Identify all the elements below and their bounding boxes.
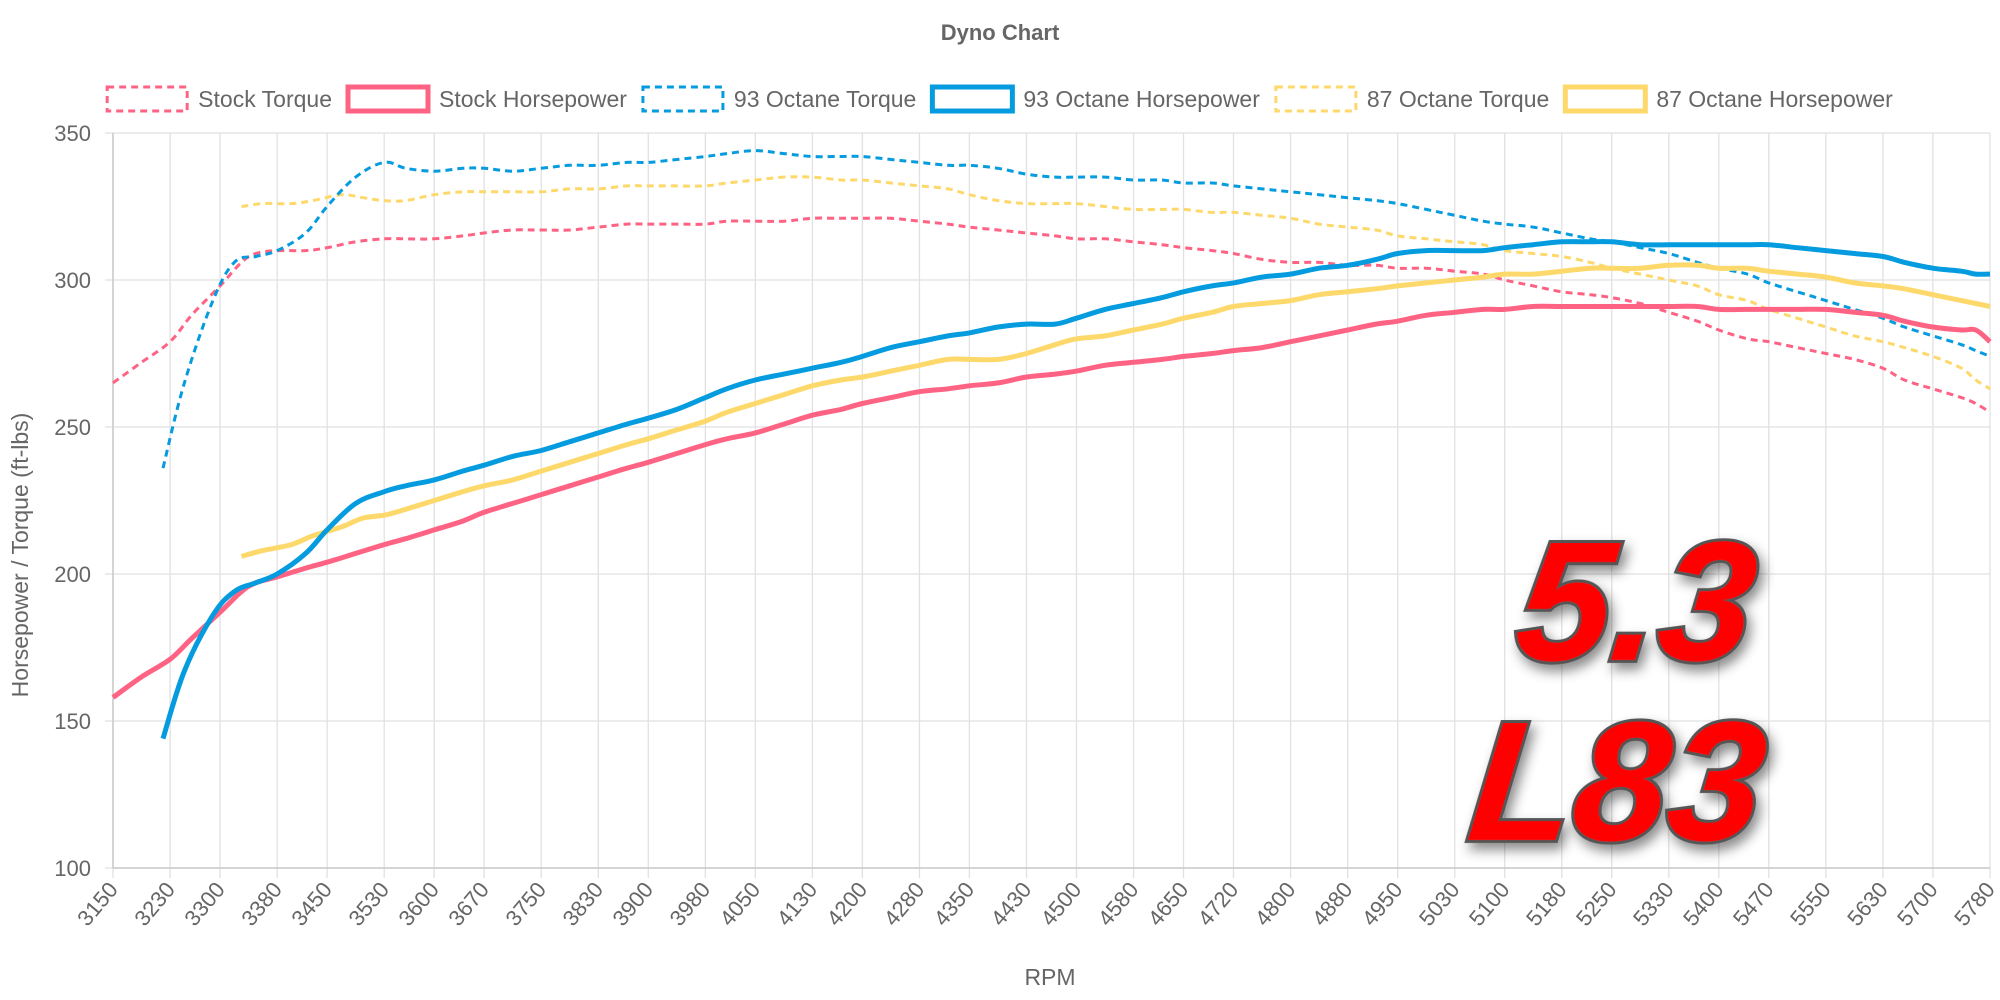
legend-label: 93 Octane Horsepower (1023, 86, 1260, 112)
x-tick-label: 3600 (393, 877, 444, 931)
x-tick-label: 4500 (1036, 877, 1087, 931)
x-tick-label: 3980 (665, 877, 716, 931)
y-tick-label: 300 (54, 268, 91, 293)
x-axis-title: RPM (1024, 964, 1075, 990)
x-tick-label: 5470 (1728, 877, 1779, 931)
engine-badge: 5.3 L83 (1458, 504, 1777, 879)
x-tick-label: 4130 (772, 877, 823, 931)
x-tick-label: 4350 (929, 877, 980, 931)
x-tick-label: 3830 (558, 877, 609, 931)
y-tick-label: 100 (54, 856, 91, 881)
x-tick-label: 5630 (1842, 877, 1893, 931)
legend-swatch-stock-horsepower (345, 84, 431, 114)
badge-line-2: L83 (1461, 687, 1774, 876)
x-tick-label: 3530 (343, 877, 394, 931)
legend-swatch-93-octane-horsepower (929, 84, 1015, 114)
x-tick-label: 4200 (822, 877, 873, 931)
legend-swatch-87-octane-torque (1274, 85, 1358, 113)
93-octane-horsepower-line (160, 239, 1991, 740)
y-tick-label: 350 (54, 121, 91, 146)
x-tick-label: 3150 (72, 877, 123, 931)
x-tick-label: 4280 (879, 877, 930, 931)
x-tick-label: 3750 (500, 877, 551, 931)
legend-label: Stock Torque (198, 86, 332, 112)
x-tick-label: 4720 (1193, 877, 1244, 931)
stock-horsepower-line (111, 303, 1992, 700)
legend-label: 87 Octane Horsepower (1656, 86, 1893, 112)
x-tick-label: 3380 (236, 877, 287, 931)
x-axis-ticks: 3150 3230 3300 3380 3450 3530 3600 3670 3750 3830… (72, 877, 2000, 931)
y-tick-label: 200 (54, 562, 91, 587)
x-tick-label: 4800 (1250, 877, 1301, 931)
x-tick-label: 5780 (1949, 877, 2000, 931)
x-tick-label: 5250 (1571, 877, 1622, 931)
87-octane-horsepower-line (240, 262, 1991, 559)
x-tick-label: 3300 (179, 877, 230, 931)
y-tick-label: 150 (54, 709, 91, 734)
x-tick-label: 3670 (443, 877, 494, 931)
x-tick-label: 5030 (1414, 877, 1465, 931)
x-tick-label: 4950 (1357, 877, 1408, 931)
x-tick-label: 5400 (1678, 877, 1729, 931)
x-tick-label: 4880 (1307, 877, 1358, 931)
x-tick-label: 3450 (286, 877, 337, 931)
x-tick-label: 4430 (986, 877, 1037, 931)
x-tick-label: 5180 (1521, 877, 1572, 931)
x-tick-label: 4050 (715, 877, 766, 931)
x-tick-label: 3900 (607, 877, 658, 931)
legend-swatch-87-octane-horsepower (1562, 84, 1648, 114)
x-tick-label: 5700 (1892, 877, 1943, 931)
x-tick-label: 4580 (1093, 877, 1144, 931)
chart-title: Dyno Chart (941, 20, 1060, 45)
badge-line-1: 5.3 (1509, 507, 1765, 696)
stock-torque-line (112, 216, 1991, 414)
legend-label: 87 Octane Torque (1367, 86, 1549, 112)
legend-swatch-stock-torque (105, 85, 189, 113)
chart-series (111, 149, 1992, 740)
y-axis-title: Horsepower / Torque (ft-lbs) (7, 413, 33, 698)
x-tick-label: 3230 (129, 877, 180, 931)
x-tick-label: 5550 (1785, 877, 1836, 931)
chart-legend: Stock Torque Stock Horsepower 93 Octane To… (105, 84, 1893, 114)
x-tick-label: 5330 (1628, 877, 1679, 931)
legend-swatch-93-octane-torque (641, 85, 725, 113)
x-tick-label: 5100 (1464, 877, 1515, 931)
legend-label: Stock Horsepower (439, 86, 627, 112)
y-axis-ticks: 100 150 200 250 300 350 (54, 121, 91, 881)
x-tick-label: 4650 (1143, 877, 1194, 931)
87-octane-torque-line (241, 175, 1991, 391)
legend-label: 93 Octane Torque (734, 86, 916, 112)
y-tick-label: 250 (54, 415, 91, 440)
